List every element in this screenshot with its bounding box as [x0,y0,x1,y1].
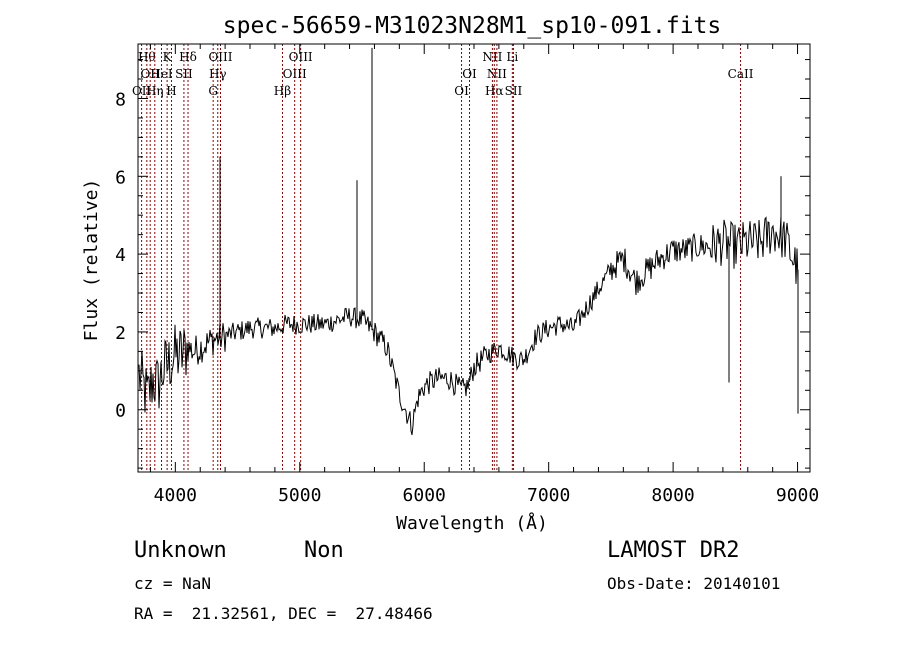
plot-frame [137,43,811,473]
observation-date: Obs-Date: 20140101 [607,574,781,593]
line-marker-label: Hα [485,84,504,98]
y-tick-label: 6 [115,167,126,188]
line-marker-label: Hη [146,84,164,98]
line-marker-label: OI [454,84,469,98]
line-marker-label: SII [505,84,523,98]
x-tick-label: 7000 [527,485,570,506]
line-marker-label: NII [487,67,507,81]
x-axis-label: Wavelength (Å) [396,512,548,534]
line-marker-label: CaII [728,67,754,81]
x-tick-label: 9000 [776,485,819,506]
y-tick-label: 0 [115,401,126,422]
line-marker-label: Hδ [179,50,197,64]
line-marker-label: Hγ [209,67,227,81]
coordinates: RA = 21.32561, DEC = 27.48466 [134,604,433,623]
line-marker-label: HeI [150,67,173,81]
redshift-value: cz = NaN [134,574,212,593]
x-axis-ticks: 4000 5000 6000 7000 8000 9000 [149,44,819,506]
line-marker-label: OIII [283,67,307,81]
y-tick-label: 8 [115,89,126,110]
line-marker-label: H [166,84,176,98]
line-marker-label: G [208,84,218,98]
y-axis-label: Flux (relative) [81,179,102,342]
object-class: Unknown [134,538,227,563]
line-marker-label: Hβ [274,84,291,98]
line-marker-label: Li [506,50,518,64]
line-marker-label: SII [175,67,193,81]
line-marker-label: OIII [208,50,232,64]
y-tick-label: 4 [115,245,126,266]
line-marker-label: K [163,50,173,64]
line-marker-label: OIII [289,50,313,64]
chart-title: spec-56659-M31023N28M1_sp10-091.fits [223,13,722,39]
x-tick-label: 5000 [278,485,321,506]
y-axis-ticks: 0 2 4 6 8 [115,59,810,469]
line-marker-label: Hθ [138,50,156,64]
line-marker-label: OII [132,84,152,98]
survey-name: LAMOST DR2 [607,538,740,563]
object-subclass: Non [304,538,344,563]
x-tick-label: 8000 [651,485,694,506]
line-markers: OIIHθOIIHηHeIKHSIIHδGHγOIIIHβOIIIOIIIOIO… [132,44,754,472]
spectrum-line [138,47,799,436]
x-tick-label: 4000 [154,485,197,506]
line-marker-label: NII [482,50,502,64]
x-tick-label: 6000 [403,485,446,506]
y-tick-label: 2 [115,323,126,344]
line-marker-label: OI [462,67,477,81]
